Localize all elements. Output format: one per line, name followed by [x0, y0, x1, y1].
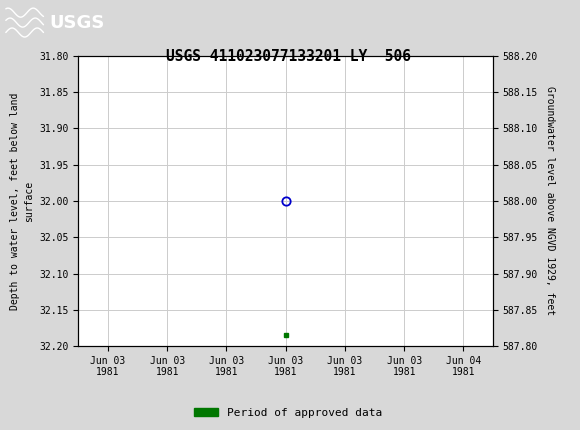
- Text: USGS: USGS: [49, 14, 104, 31]
- Text: USGS 411023077133201 LY  506: USGS 411023077133201 LY 506: [166, 49, 411, 64]
- Legend: Period of approved data: Period of approved data: [190, 403, 387, 422]
- Y-axis label: Groundwater level above NGVD 1929, feet: Groundwater level above NGVD 1929, feet: [545, 86, 555, 316]
- Y-axis label: Depth to water level, feet below land
surface: Depth to water level, feet below land su…: [10, 92, 34, 310]
